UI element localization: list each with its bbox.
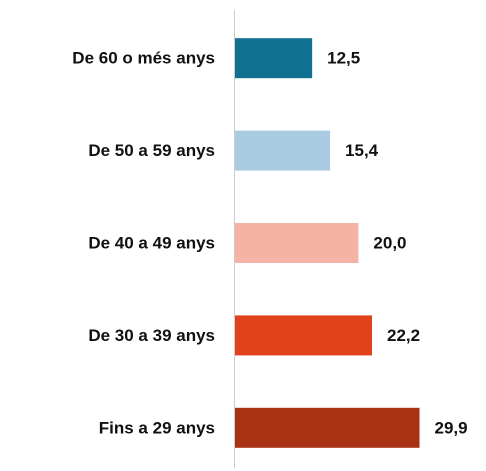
bar — [235, 130, 331, 171]
y-tick-label: De 30 a 39 anys — [88, 326, 215, 345]
value-label: 15,4 — [345, 141, 379, 160]
bar — [235, 38, 313, 79]
y-tick-label: De 60 o més anys — [72, 49, 215, 68]
value-label: 22,2 — [387, 326, 420, 345]
y-tick-label: De 50 a 59 anys — [88, 141, 215, 160]
bar — [235, 407, 420, 448]
value-label: 29,9 — [435, 418, 468, 437]
y-tick-label: Fins a 29 anys — [99, 418, 215, 437]
value-label: 20,0 — [373, 233, 406, 252]
bar — [235, 315, 373, 356]
value-label: 12,5 — [327, 49, 360, 68]
y-tick-label: De 40 a 49 anys — [88, 233, 215, 252]
bar — [235, 223, 359, 263]
